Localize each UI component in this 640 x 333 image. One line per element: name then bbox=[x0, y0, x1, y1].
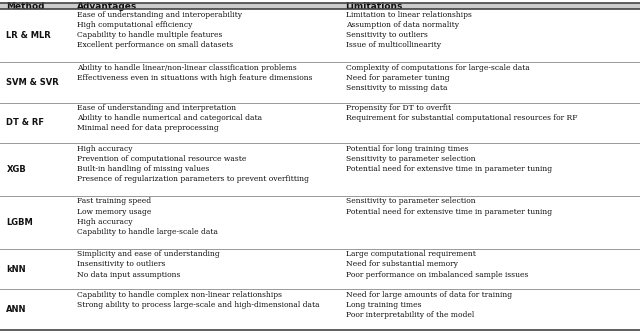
Text: Limitation to linear relationships
Assumption of data normality
Sensitivity to o: Limitation to linear relationships Assum… bbox=[346, 11, 472, 49]
Text: Limitations: Limitations bbox=[346, 2, 403, 11]
Text: Potential for long training times
Sensitivity to parameter selection
Potential n: Potential for long training times Sensit… bbox=[346, 145, 552, 173]
Text: Need for large amounts of data for training
Long training times
Poor interpretab: Need for large amounts of data for train… bbox=[346, 291, 512, 319]
Text: High accuracy
Prevention of computational resource waste
Built-in handling of mi: High accuracy Prevention of computationa… bbox=[77, 145, 309, 183]
Text: LR & MLR: LR & MLR bbox=[6, 31, 51, 40]
Text: Large computational requirement
Need for substantial memory
Poor performance on : Large computational requirement Need for… bbox=[346, 250, 528, 278]
Text: SVM & SVR: SVM & SVR bbox=[6, 78, 59, 87]
Text: Method: Method bbox=[6, 2, 45, 11]
Bar bbox=[0, 289, 640, 330]
Text: Complexity of computations for large-scale data
Need for parameter tuning
Sensit: Complexity of computations for large-sca… bbox=[346, 64, 529, 92]
Text: Advantages: Advantages bbox=[77, 2, 137, 11]
Text: Ability to handle linear/non-linear classification problems
Effectiveness even i: Ability to handle linear/non-linear clas… bbox=[77, 64, 312, 82]
Text: ANN: ANN bbox=[6, 305, 27, 314]
Bar bbox=[0, 196, 640, 249]
Text: LGBM: LGBM bbox=[6, 218, 33, 227]
Text: DT & RF: DT & RF bbox=[6, 118, 44, 127]
Text: Capability to handle complex non-linear relationships
Strong ability to process : Capability to handle complex non-linear … bbox=[77, 291, 319, 309]
Bar bbox=[0, 9, 640, 62]
Text: Ease of understanding and interoperability
High computational efficiency
Capabil: Ease of understanding and interoperabili… bbox=[77, 11, 242, 49]
Text: Sensitivity to parameter selection
Potential need for extensive time in paramete: Sensitivity to parameter selection Poten… bbox=[346, 197, 552, 215]
Text: Simplicity and ease of understanding
Insensitivity to outliers
No data input ass: Simplicity and ease of understanding Ins… bbox=[77, 250, 220, 278]
Bar bbox=[0, 143, 640, 196]
Text: Propensity for DT to overfit
Requirement for substantial computational resources: Propensity for DT to overfit Requirement… bbox=[346, 104, 577, 122]
Text: kNN: kNN bbox=[6, 264, 26, 273]
Bar bbox=[0, 62, 640, 103]
Bar bbox=[0, 249, 640, 289]
Text: XGB: XGB bbox=[6, 165, 26, 174]
Text: Fast training speed
Low memory usage
High accuracy
Capability to handle large-sc: Fast training speed Low memory usage Hig… bbox=[77, 197, 218, 236]
Text: Ease of understanding and interpretation
Ability to handle numerical and categor: Ease of understanding and interpretation… bbox=[77, 104, 262, 132]
Bar bbox=[0, 3, 640, 9]
Bar bbox=[0, 103, 640, 143]
